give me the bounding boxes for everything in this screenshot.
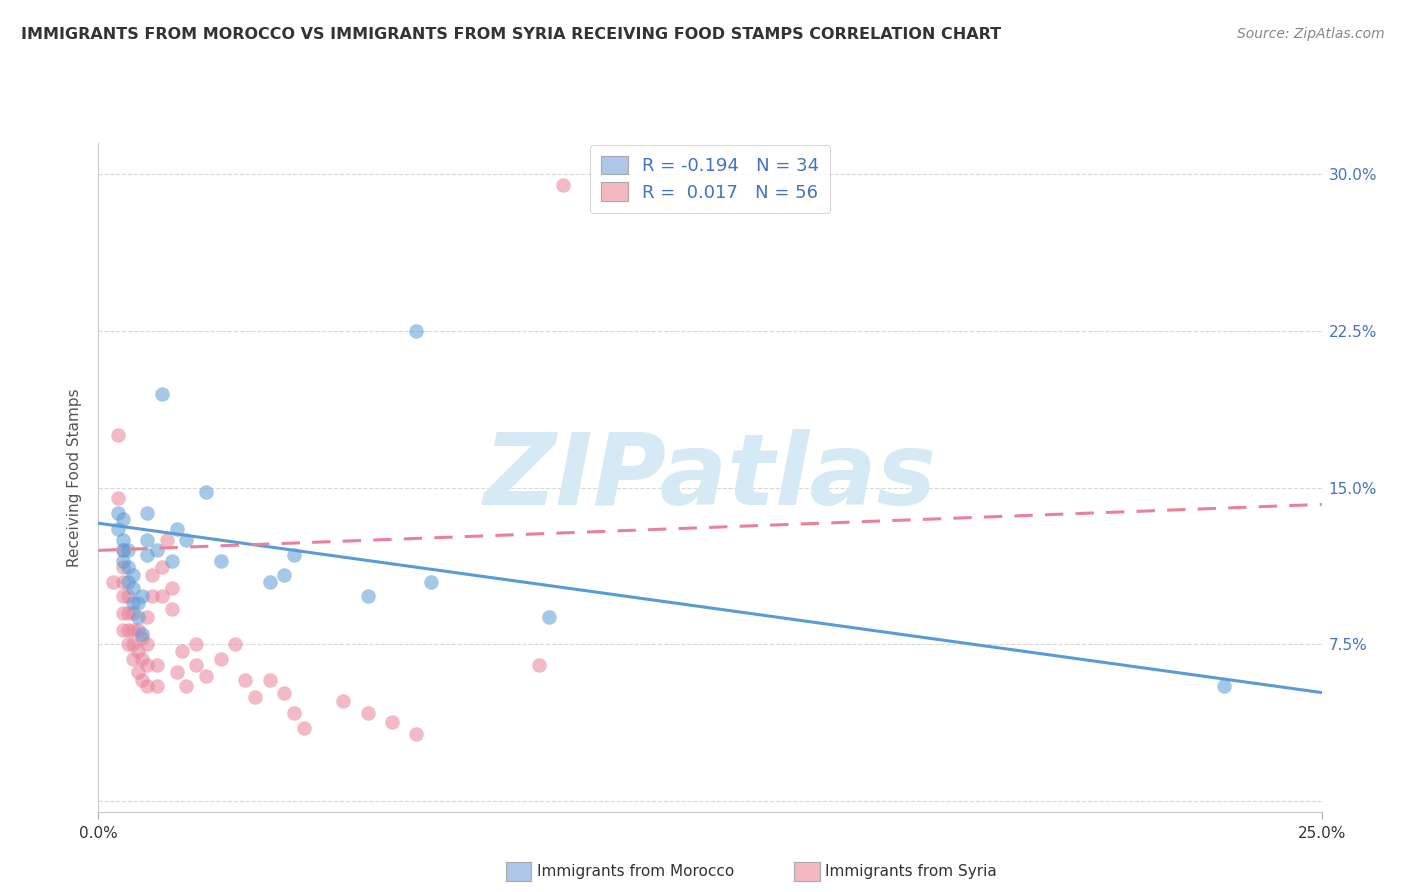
Point — [111, 512, 134, 526]
Point — [283, 706, 305, 721]
Point — [224, 637, 246, 651]
Point — [186, 637, 208, 651]
Point — [150, 560, 173, 574]
Point — [121, 581, 143, 595]
Point — [117, 574, 139, 589]
Point — [121, 596, 143, 610]
Point — [166, 665, 188, 679]
Point — [420, 574, 443, 589]
Point — [121, 623, 143, 637]
Point — [195, 484, 218, 499]
Point — [127, 665, 149, 679]
Point — [405, 727, 427, 741]
Point — [107, 506, 129, 520]
Point — [111, 554, 134, 568]
Point — [146, 543, 169, 558]
Point — [356, 706, 378, 721]
Point — [131, 627, 153, 641]
Point — [160, 554, 183, 568]
Point — [259, 574, 281, 589]
Point — [136, 548, 159, 562]
Point — [136, 658, 159, 673]
Point — [107, 523, 129, 537]
Point — [136, 533, 159, 547]
Point — [195, 669, 218, 683]
Point — [405, 324, 427, 338]
Point — [117, 606, 139, 620]
Point — [107, 491, 129, 505]
Point — [292, 721, 315, 735]
Point — [146, 658, 169, 673]
Point — [150, 590, 173, 604]
Point — [259, 673, 281, 687]
Text: Source: ZipAtlas.com: Source: ZipAtlas.com — [1237, 27, 1385, 41]
Point — [283, 548, 305, 562]
Point — [111, 560, 134, 574]
Point — [553, 178, 575, 192]
Point — [243, 690, 266, 704]
Legend: R = -0.194   N = 34, R =  0.017   N = 56: R = -0.194 N = 34, R = 0.017 N = 56 — [591, 145, 830, 212]
Point — [527, 658, 550, 673]
Point — [170, 644, 193, 658]
Point — [156, 533, 179, 547]
Point — [111, 543, 134, 558]
Point — [127, 623, 149, 637]
Point — [233, 673, 256, 687]
Point — [150, 386, 173, 401]
Point — [127, 596, 149, 610]
Point — [176, 679, 198, 693]
Point — [136, 506, 159, 520]
Point — [117, 543, 139, 558]
Point — [537, 610, 560, 624]
Point — [166, 523, 188, 537]
Point — [111, 533, 134, 547]
Text: Immigrants from Morocco: Immigrants from Morocco — [537, 864, 734, 879]
Point — [131, 631, 153, 645]
Point — [117, 590, 139, 604]
Point — [186, 658, 208, 673]
Point — [121, 637, 143, 651]
Point — [1212, 679, 1234, 693]
Point — [131, 590, 153, 604]
Point — [131, 652, 153, 666]
Point — [111, 606, 134, 620]
Point — [146, 679, 169, 693]
Point — [160, 581, 183, 595]
Point — [117, 623, 139, 637]
Point — [273, 568, 295, 582]
Point — [107, 428, 129, 442]
Point — [136, 679, 159, 693]
Point — [117, 560, 139, 574]
Point — [176, 533, 198, 547]
Point — [209, 554, 232, 568]
Y-axis label: Receiving Food Stamps: Receiving Food Stamps — [67, 388, 83, 566]
Point — [381, 714, 404, 729]
Point — [209, 652, 232, 666]
Point — [111, 590, 134, 604]
Text: ZIPatlas: ZIPatlas — [484, 429, 936, 525]
Point — [117, 637, 139, 651]
Point — [136, 637, 159, 651]
Point — [111, 574, 134, 589]
Point — [127, 610, 149, 624]
Point — [121, 568, 143, 582]
Point — [121, 606, 143, 620]
Point — [136, 610, 159, 624]
Point — [131, 673, 153, 687]
Point — [273, 685, 295, 699]
Point — [111, 543, 134, 558]
Text: Immigrants from Syria: Immigrants from Syria — [825, 864, 997, 879]
Point — [111, 623, 134, 637]
Point — [101, 574, 124, 589]
Point — [356, 590, 378, 604]
Point — [160, 602, 183, 616]
Point — [141, 590, 163, 604]
Point — [121, 652, 143, 666]
Text: IMMIGRANTS FROM MOROCCO VS IMMIGRANTS FROM SYRIA RECEIVING FOOD STAMPS CORRELATI: IMMIGRANTS FROM MOROCCO VS IMMIGRANTS FR… — [21, 27, 1001, 42]
Point — [141, 568, 163, 582]
Point — [127, 644, 149, 658]
Point — [332, 694, 354, 708]
